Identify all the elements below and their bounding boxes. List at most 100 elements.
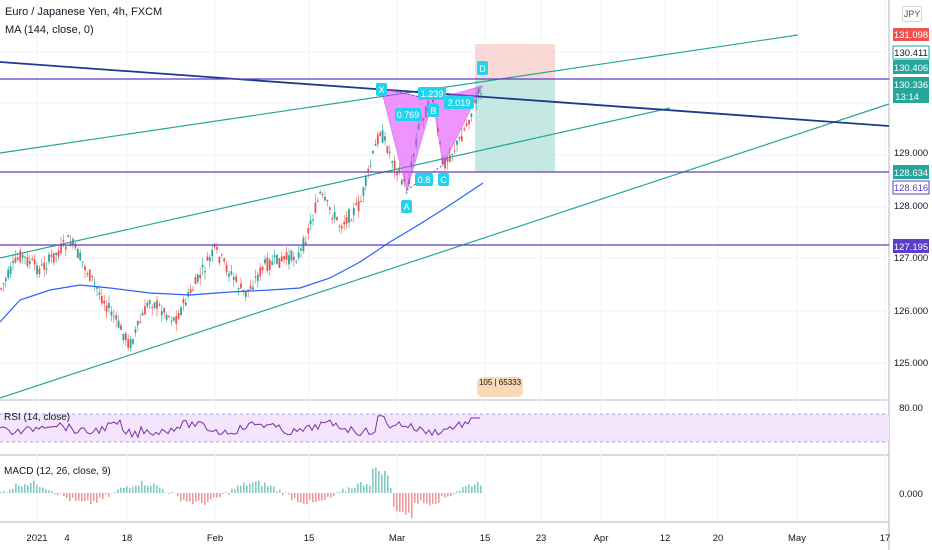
macd-bar [453, 493, 455, 495]
candle-body [307, 228, 310, 234]
candle-body [0, 288, 2, 290]
macd-bar [312, 493, 314, 503]
candle-body [285, 252, 288, 260]
pattern-label-c[interactable]: C [438, 173, 449, 186]
candle-body [259, 267, 262, 277]
target-zone[interactable] [475, 79, 555, 172]
candle-body [398, 167, 401, 172]
candle-body [180, 307, 182, 315]
ratio-label-0769[interactable]: 0.769 [395, 108, 421, 121]
ma-legend[interactable]: MA (144, close, 0) [5, 24, 94, 36]
macd-bar [219, 493, 221, 498]
candle-body [12, 260, 14, 263]
svg-text:105 | 65333: 105 | 65333 [479, 378, 522, 387]
macd-bar [99, 493, 101, 498]
candle-body [208, 257, 211, 261]
macd-bar [462, 487, 464, 493]
macd-bar [255, 481, 257, 493]
candle-body [400, 180, 403, 185]
macd-bar [477, 481, 479, 493]
macd-bar [132, 486, 134, 493]
ratio-label-08[interactable]: 0.8 [415, 173, 433, 186]
pattern-label-a[interactable]: A [401, 200, 412, 213]
macd-bar [240, 485, 242, 493]
macd-bar [66, 493, 68, 498]
rsi-line[interactable] [0, 415, 480, 439]
macd-bar [450, 493, 452, 497]
macd-bar [360, 481, 362, 493]
price-pane[interactable] [0, 0, 889, 400]
trend-line-lower[interactable] [0, 103, 890, 399]
macd-bar [435, 493, 437, 505]
pattern-label-d[interactable]: D [477, 61, 488, 75]
candle-body [470, 113, 473, 117]
macd-bar [39, 487, 41, 493]
time-axis[interactable]: 2021 4 18 Feb 15 Mar 15 23 Apr 12 20 May 17 [26, 533, 890, 544]
macd-bar [108, 493, 110, 497]
macd-bar [24, 484, 26, 493]
macd-bar [78, 493, 80, 501]
candle-body [31, 259, 34, 261]
macd-bar [27, 485, 29, 493]
svg-text:130.336: 130.336 [894, 80, 928, 91]
svg-text:0.769: 0.769 [397, 110, 420, 120]
macd-histogram[interactable] [0, 467, 482, 519]
candle-body [52, 252, 55, 263]
time-axis-label: Mar [389, 533, 405, 544]
ratio-label-1239[interactable]: 1.239 [418, 87, 446, 100]
candle-body [134, 329, 137, 333]
candle-body [103, 300, 106, 304]
macd-bar [378, 471, 380, 493]
macd-bar [216, 493, 218, 498]
candle-body [348, 209, 350, 223]
candle-body [314, 202, 317, 213]
macd-bar [84, 493, 86, 502]
macd-bar [405, 493, 407, 515]
candle-body [405, 192, 408, 194]
candle-body [288, 255, 290, 265]
macd-bar [318, 493, 320, 501]
macd-bar [327, 493, 329, 497]
macd-bar [333, 493, 335, 497]
candle-body [321, 193, 324, 195]
macd-bar [36, 485, 38, 493]
macd-bar [102, 493, 104, 499]
moving-average-line[interactable] [0, 182, 484, 323]
candle-body [55, 252, 58, 256]
candle-body [391, 161, 394, 163]
price-axis[interactable]: 131.098 130.411 130.406 130.336 13:14 12… [892, 28, 930, 500]
pattern-label-x[interactable]: X [376, 83, 387, 96]
macd-bar [423, 493, 425, 504]
candle-body [237, 288, 240, 290]
candle-body [177, 312, 180, 319]
candle-body [189, 289, 192, 294]
macd-bar [201, 493, 203, 503]
svg-text:X: X [378, 85, 384, 95]
macd-bar [30, 482, 32, 493]
candle-body [64, 246, 67, 250]
macd-bar [21, 486, 23, 493]
event-marker[interactable]: 105 | 65333 [477, 377, 523, 397]
time-axis-label: 17 [880, 533, 891, 544]
candle-body [16, 257, 19, 260]
macd-bar [45, 489, 47, 493]
candle-body [300, 248, 302, 251]
macd-bar [144, 485, 146, 493]
macd-bar [306, 493, 308, 504]
candle-body [26, 256, 29, 266]
pattern-label-b[interactable]: B [428, 104, 439, 117]
candle-body [84, 266, 86, 271]
trend-line-mid[interactable] [0, 107, 671, 259]
candle-body [247, 289, 250, 291]
macd-bar [438, 493, 440, 503]
macd-bar [210, 493, 212, 500]
currency-badge[interactable]: JPY [902, 6, 922, 22]
price-tag-127-195 [893, 239, 929, 253]
macd-bar [48, 490, 50, 493]
macd-bar [147, 485, 149, 493]
candle-body [444, 158, 446, 169]
macd-bar [444, 493, 446, 498]
ratio-label-2019[interactable]: 2.019 [444, 96, 474, 109]
candle-body [201, 264, 204, 268]
